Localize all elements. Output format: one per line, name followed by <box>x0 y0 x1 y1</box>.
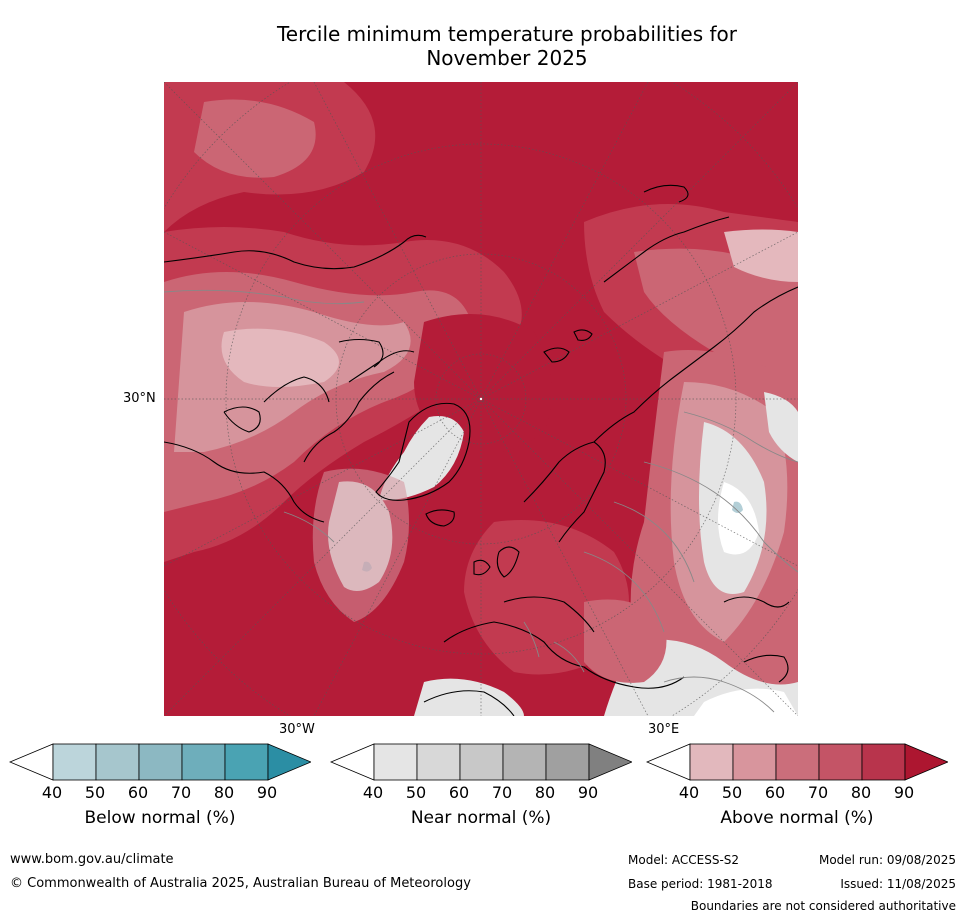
colorbar-segment <box>861 743 906 781</box>
region-vlow <box>724 229 798 282</box>
colorbar-segment <box>689 743 734 781</box>
tick-label: 40 <box>362 783 384 802</box>
colorbar-segment <box>459 743 504 781</box>
colorbar-segment <box>732 743 777 781</box>
country-borders <box>164 289 798 713</box>
map-title: Tercile minimum temperature probabilitie… <box>160 22 854 70</box>
colorbar-under-triangle <box>645 743 691 781</box>
tick-label: 90 <box>577 783 599 802</box>
tick-label: 50 <box>84 783 106 802</box>
model-text: Model: ACCESS-S2 <box>628 853 740 867</box>
colorbar-under-triangle <box>8 743 54 781</box>
tick-label: 60 <box>127 783 149 802</box>
colorbar-segment <box>818 743 863 781</box>
asia-near-normal <box>764 392 798 462</box>
tick-label: 40 <box>41 783 63 802</box>
map-svg <box>164 82 798 716</box>
coastlines <box>164 184 798 716</box>
copyright-text: © Commonwealth of Australia 2025, Austra… <box>10 876 471 891</box>
colorbar-below-normal <box>8 743 313 787</box>
tick-label: 60 <box>764 783 786 802</box>
colorbar-segment <box>95 743 140 781</box>
colorbar-over-triangle <box>267 743 313 781</box>
region-low <box>312 468 409 622</box>
region-mid <box>584 599 667 683</box>
north-pole-marker <box>479 397 483 401</box>
title-line-1: Tercile minimum temperature probabilitie… <box>276 22 738 46</box>
website-link[interactable]: www.bom.gov.au/climate <box>10 852 174 867</box>
colorbar-under-triangle <box>329 743 375 781</box>
tick-label: 50 <box>405 783 427 802</box>
colorbar-segment <box>181 743 226 781</box>
asia-no-dominant <box>718 482 759 555</box>
disclaimer-text: Boundaries are not considered authoritat… <box>690 899 956 913</box>
tick-label: 70 <box>170 783 192 802</box>
colorbar-above-label: Above normal (%) <box>720 808 874 828</box>
colorbar-near-normal <box>329 743 634 787</box>
lon-label-30w: 30°W <box>279 722 315 737</box>
colorbar-segment <box>502 743 547 781</box>
tick-label: 70 <box>807 783 829 802</box>
tick-label: 80 <box>534 783 556 802</box>
colorbar-below-label: Below normal (%) <box>84 808 236 828</box>
tick-label: 90 <box>256 783 278 802</box>
tick-label: 50 <box>721 783 743 802</box>
tick-label: 80 <box>213 783 235 802</box>
southeast-white <box>694 688 798 716</box>
model-run-text: Model run: 09/08/2025 <box>818 853 956 867</box>
colorbar-segment <box>775 743 820 781</box>
asia-below-normal <box>732 501 743 513</box>
south-near-normal <box>414 678 524 716</box>
colorbar-segment <box>224 743 269 781</box>
colorbar-near-label: Near normal (%) <box>410 808 552 828</box>
lon-label-30e: 30°E <box>648 722 680 737</box>
region-mid <box>634 248 798 382</box>
tick-label: 90 <box>893 783 915 802</box>
colorbar-segment <box>373 743 418 781</box>
colorbar-segment <box>138 743 183 781</box>
colorbar-below-normal-svg <box>8 743 313 781</box>
colorbar-segment <box>52 743 97 781</box>
lat-label-30n: 30°N <box>123 391 156 406</box>
tick-label: 40 <box>678 783 700 802</box>
colorbar-above-normal <box>645 743 950 787</box>
tick-label: 60 <box>448 783 470 802</box>
colorbar-over-triangle <box>904 743 950 781</box>
colorbar-over-triangle <box>588 743 634 781</box>
tick-label: 70 <box>491 783 513 802</box>
colorbar-near-normal-svg <box>329 743 634 781</box>
region-mid <box>194 99 316 178</box>
title-line-2: November 2025 <box>426 46 588 70</box>
probability-map <box>164 82 798 716</box>
issued-text: Issued: 11/08/2025 <box>840 877 956 891</box>
colorbar-segment <box>416 743 461 781</box>
colorbar-above-normal-svg <box>645 743 950 781</box>
base-period-text: Base period: 1981-2018 <box>628 877 773 891</box>
colorbar-segment <box>545 743 590 781</box>
tick-label: 80 <box>850 783 872 802</box>
region-vlow <box>221 328 339 387</box>
